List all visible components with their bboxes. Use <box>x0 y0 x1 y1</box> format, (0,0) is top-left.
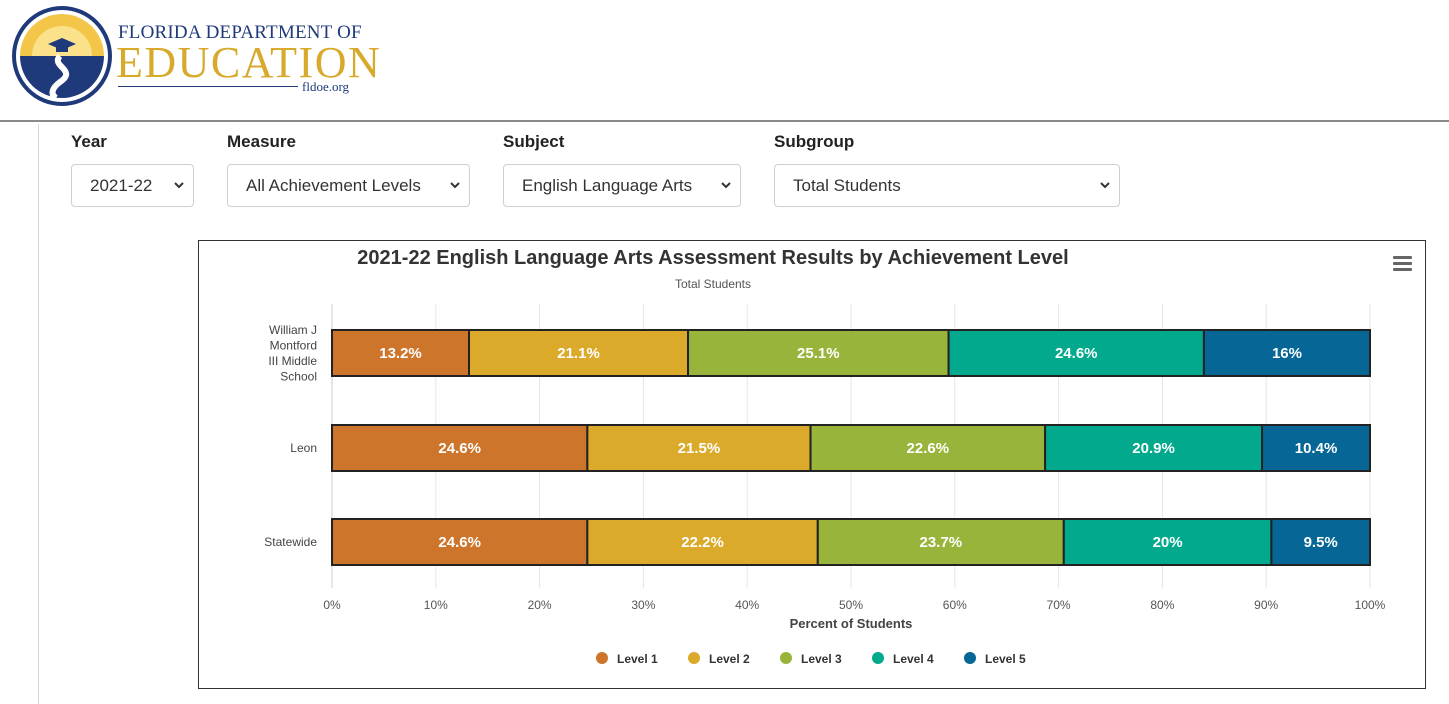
category-label-line: Montford <box>270 338 317 352</box>
chevron-down-icon <box>174 182 184 189</box>
measure-label: Measure <box>227 132 296 151</box>
data-label: 20% <box>1153 534 1183 551</box>
brand-url-text: fldoe.org <box>302 79 350 94</box>
data-label: 21.5% <box>678 440 721 457</box>
legend-label: Level 1 <box>617 652 658 666</box>
measure-select-value: All Achievement Levels <box>246 176 421 195</box>
stacked-bar-chart: 0% 10% 20% 30% 40% 50% 60% 70% 80% 90% 100% Percent… <box>264 304 1386 666</box>
subject-select-value: English Language Arts <box>522 176 693 195</box>
category-label-line: School <box>280 369 317 383</box>
bar-segment <box>687 329 950 377</box>
data-label: 10.4% <box>1295 440 1338 457</box>
bar-segment <box>331 424 589 472</box>
chart-title: 2021-22 English Language Arts Assessment… <box>357 247 1069 269</box>
legend-label: Level 2 <box>709 652 750 666</box>
bar-segment <box>1270 518 1372 566</box>
category-label: Leon <box>290 441 317 455</box>
content-left-border <box>38 124 39 704</box>
data-label: 20.9% <box>1132 440 1175 457</box>
legend-marker <box>596 652 608 664</box>
data-label: 24.6% <box>438 440 481 457</box>
data-label: 13.2% <box>379 345 422 362</box>
x-tick-label: 60% <box>943 598 967 612</box>
bar-segment <box>331 329 471 377</box>
subgroup-select[interactable]: Total Students <box>774 164 1120 207</box>
legend-marker <box>780 652 792 664</box>
brand-divider <box>118 86 298 87</box>
x-tick-label: 100% <box>1355 598 1386 612</box>
florida-doe-sun-logo[interactable] <box>10 4 114 108</box>
bar-segment <box>1062 518 1273 566</box>
bar-segment <box>947 329 1205 377</box>
x-tick-label: 90% <box>1254 598 1278 612</box>
subgroup-label: Subgroup <box>774 132 855 151</box>
x-tick-label: 30% <box>631 598 655 612</box>
brand-main-text: EDUCATION <box>116 38 382 87</box>
category-label-line: William J <box>269 323 317 337</box>
subgroup-filter: Subgroup Total Students <box>774 131 1120 207</box>
bar-segment <box>331 518 589 566</box>
brand-top-text: FLORIDA DEPARTMENT OF <box>118 22 362 43</box>
data-label: 23.7% <box>920 534 963 551</box>
data-label: 21.1% <box>557 345 600 362</box>
subject-select[interactable]: English Language Arts <box>503 164 741 207</box>
chart-subtitle: Total Students <box>674 277 752 291</box>
year-select-value: 2021-22 <box>90 176 153 195</box>
legend-label: Level 3 <box>801 652 842 666</box>
category-label-line: Leon <box>290 441 317 455</box>
measure-select[interactable]: All Achievement Levels <box>227 164 470 207</box>
legend-marker <box>964 652 976 664</box>
subject-filter: Subject English Language Arts <box>503 131 741 207</box>
bar-segment <box>1202 329 1371 377</box>
x-tick-label: 20% <box>528 598 552 612</box>
chevron-down-icon <box>721 182 731 189</box>
bar-segment <box>816 518 1065 566</box>
data-label: 25.1% <box>797 345 840 362</box>
x-tick-label: 40% <box>735 598 759 612</box>
data-label: 9.5% <box>1304 534 1338 551</box>
subgroup-select-value: Total Students <box>793 176 901 195</box>
year-filter: Year 2021-22 <box>71 131 194 207</box>
data-label: 24.6% <box>1055 345 1098 362</box>
legend-label: Level 5 <box>985 652 1026 666</box>
bar-segment <box>586 518 819 566</box>
subject-label: Subject <box>503 132 565 151</box>
bar-segment <box>586 424 812 472</box>
x-tick-label: 50% <box>839 598 863 612</box>
legend-marker <box>872 652 884 664</box>
chevron-down-icon <box>1100 182 1110 189</box>
year-select[interactable]: 2021-22 <box>71 164 194 207</box>
x-tick-label: 10% <box>424 598 448 612</box>
bar-segment <box>809 424 1047 472</box>
year-label: Year <box>71 132 107 151</box>
hamburger-menu-icon[interactable] <box>1393 256 1413 274</box>
category-label: William J Montford III Middle School <box>268 323 317 384</box>
legend-marker <box>688 652 700 664</box>
data-label: 22.2% <box>681 534 724 551</box>
category-label: Statewide <box>264 535 317 549</box>
x-tick-label: 0% <box>323 598 341 612</box>
data-label: 24.6% <box>438 534 481 551</box>
bar-segment <box>468 329 690 377</box>
x-tick-label: 80% <box>1150 598 1174 612</box>
x-axis-title: Percent of Students <box>790 616 913 631</box>
legend-label: Level 4 <box>893 652 934 666</box>
data-label: 22.6% <box>907 440 950 457</box>
site-header: FLORIDA DEPARTMENT OF EDUCATION fldoe.or… <box>0 0 1449 122</box>
category-label-line: III Middle <box>268 354 317 368</box>
x-tick-label: 70% <box>1047 598 1071 612</box>
data-label: 16% <box>1272 345 1302 362</box>
chevron-down-icon <box>450 182 460 189</box>
category-label-line: Statewide <box>264 535 317 549</box>
measure-filter: Measure All Achievement Levels <box>227 131 470 207</box>
bar-segment <box>1261 424 1371 472</box>
